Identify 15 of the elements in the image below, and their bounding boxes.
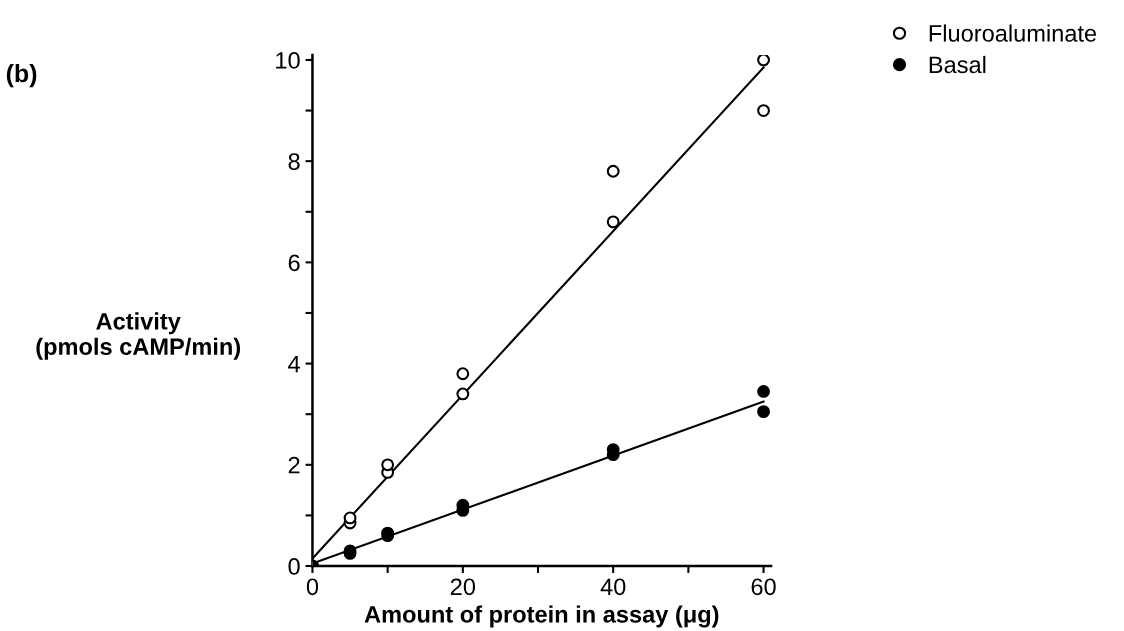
x-axis-title: Amount of protein in assay (μg) bbox=[364, 605, 719, 628]
y-axis-title: Activity (pmols cAMP/min) bbox=[36, 312, 241, 360]
legend-label: Fluoroaluminate bbox=[929, 24, 1097, 42]
y-tick-label: 2 bbox=[288, 456, 300, 474]
legend-label: Basal bbox=[929, 55, 986, 74]
x-tick-label: 40 bbox=[600, 578, 626, 596]
y-tick-label: 0 bbox=[288, 558, 300, 575]
y-tick-label: 8 bbox=[288, 153, 300, 170]
x-tick-label: 0 bbox=[306, 578, 319, 596]
y-tick-label: 4 bbox=[288, 355, 300, 373]
x-tick-label: 20 bbox=[450, 578, 476, 596]
text: (b) bbox=[6, 63, 37, 88]
y-tick-label: 6 bbox=[288, 254, 300, 272]
y-tick-label: 10 bbox=[276, 52, 300, 69]
x-tick-label: 60 bbox=[751, 578, 776, 596]
